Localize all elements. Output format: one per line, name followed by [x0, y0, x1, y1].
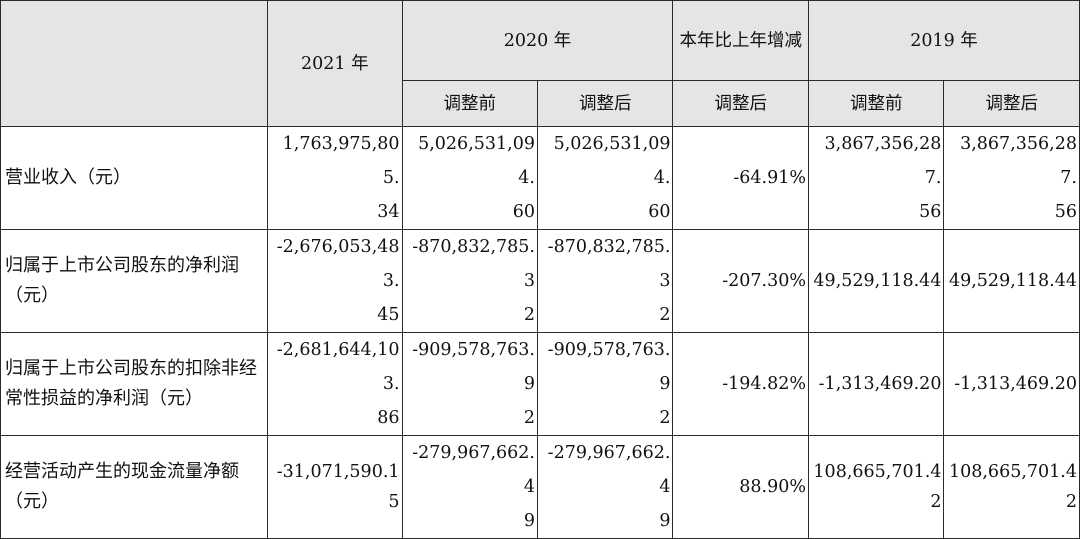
value-change: -64.91% — [672, 126, 809, 230]
value-change: -194.82% — [672, 332, 809, 436]
header-change: 本年比上年增减 — [672, 0, 809, 81]
value-2020-before: -909,578,763.9 2 — [401, 332, 539, 436]
row-label: 归属于上市公司股东的净利润（元） — [0, 229, 269, 333]
header-2019-after: 调整后 — [943, 80, 1080, 127]
value-2021: -2,681,644,103. 86 — [267, 332, 403, 436]
value-2021: -2,676,053,483. 45 — [267, 229, 403, 333]
row-label: 营业收入（元） — [0, 126, 269, 230]
value-2019-after: 3,867,356,287. 56 — [943, 126, 1080, 230]
value-2020-after: -870,832,785.3 2 — [536, 229, 674, 333]
header-change-after: 调整后 — [672, 80, 809, 127]
value-2019-before: -1,313,469.20 — [807, 332, 945, 436]
value-2019-before: 3,867,356,287. 56 — [807, 126, 945, 230]
value-2021: 1,763,975,805. 34 — [267, 126, 403, 230]
value-2019-after: -1,313,469.20 — [943, 332, 1080, 436]
table-row: 归属于上市公司股东的扣除非经常性损益的净利润（元） -2,681,644,103… — [0, 332, 1080, 436]
value-change: -207.30% — [672, 229, 809, 333]
value-2020-before: -870,832,785.3 2 — [401, 229, 539, 333]
table-row: 归属于上市公司股东的净利润（元） -2,676,053,483. 45 -870,… — [0, 229, 1080, 333]
value-2019-before: 49,529,118.44 — [807, 229, 945, 333]
header-2020-before: 调整前 — [401, 80, 539, 127]
header-2020: 2020 年 — [401, 0, 674, 81]
header-2019-before: 调整前 — [807, 80, 945, 127]
value-2019-after: 49,529,118.44 — [943, 229, 1080, 333]
header-2020-after: 调整后 — [536, 80, 674, 127]
header-blank-cell — [0, 0, 269, 127]
value-2020-after: 5,026,531,094. 60 — [536, 126, 674, 230]
row-label: 归属于上市公司股东的扣除非经常性损益的净利润（元） — [0, 332, 269, 436]
header-2019: 2019 年 — [807, 0, 1080, 81]
table-row: 营业收入（元） 1,763,975,805. 34 5,026,531,094. 6… — [0, 126, 1080, 230]
value-2020-before: 5,026,531,094. 60 — [401, 126, 539, 230]
header-2021: 2021 年 — [267, 0, 403, 127]
value-2020-after: -909,578,763.9 2 — [536, 332, 674, 436]
